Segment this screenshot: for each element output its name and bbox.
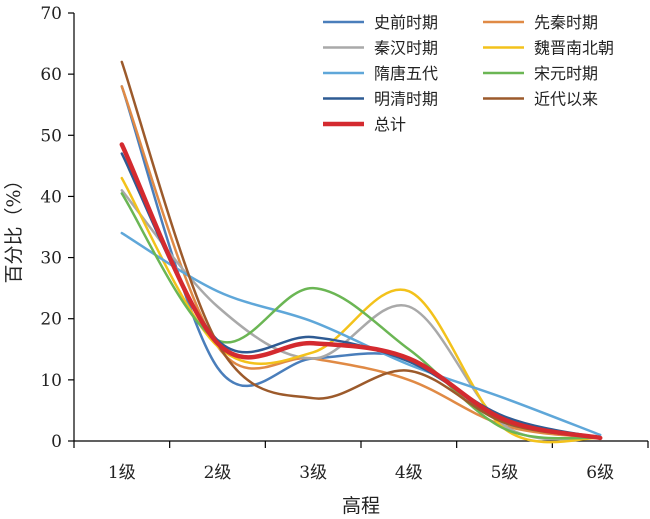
legend-item: 史前时期 <box>323 13 438 32</box>
legend-label: 总计 <box>374 115 406 134</box>
x-tick-label: 5级 <box>491 463 519 483</box>
legend-item: 秦汉时期 <box>323 39 438 58</box>
axes: 0 10 20 30 40 50 60 70 1级 2级 3级 4级 5级 6级 <box>40 4 649 483</box>
x-axis-title: 高程 <box>342 495 380 517</box>
x-tick-label: 3级 <box>299 463 327 483</box>
legend-item: 近代以来 <box>483 90 598 109</box>
legend-label: 明清时期 <box>374 90 438 109</box>
legend-label: 史前时期 <box>374 13 438 32</box>
series-line-4 <box>120 231 602 437</box>
legend-label: 魏晋南北朝 <box>534 39 614 58</box>
series-line-7 <box>120 60 602 440</box>
legend-item: 先秦时期 <box>483 13 598 32</box>
legend-label: 隋唐五代 <box>374 64 438 83</box>
legend-item: 宋元时期 <box>483 64 598 83</box>
legend-label: 近代以来 <box>534 90 598 109</box>
series-lines <box>119 60 603 444</box>
series-line-5 <box>120 192 602 440</box>
legend-item: 隋唐五代 <box>323 64 438 83</box>
y-tick-label: 70 <box>40 4 62 24</box>
legend-item: 魏晋南北朝 <box>483 39 614 58</box>
x-tick-label: 2级 <box>204 463 232 483</box>
legend-label: 先秦时期 <box>534 13 598 32</box>
y-tick-label: 60 <box>40 65 62 85</box>
y-tick-label: 50 <box>40 126 62 146</box>
legend-label: 宋元时期 <box>534 64 598 83</box>
series-line-8 <box>119 142 603 441</box>
legend-item: 总计 <box>323 115 406 134</box>
x-tick-label: 1级 <box>108 463 136 483</box>
legend-label: 秦汉时期 <box>374 39 438 58</box>
x-tick-label: 4级 <box>395 463 423 483</box>
y-tick-label: 10 <box>40 371 62 391</box>
y-axis-title: 百分比（%） <box>3 170 25 283</box>
legend-item: 明清时期 <box>323 90 438 109</box>
x-tick-label: 6级 <box>586 463 614 483</box>
y-tick-label: 20 <box>40 310 62 330</box>
y-tick-label: 30 <box>40 249 62 269</box>
y-tick-label: 0 <box>51 432 62 452</box>
series-line-2 <box>120 189 602 441</box>
y-tick-label: 40 <box>40 187 62 207</box>
